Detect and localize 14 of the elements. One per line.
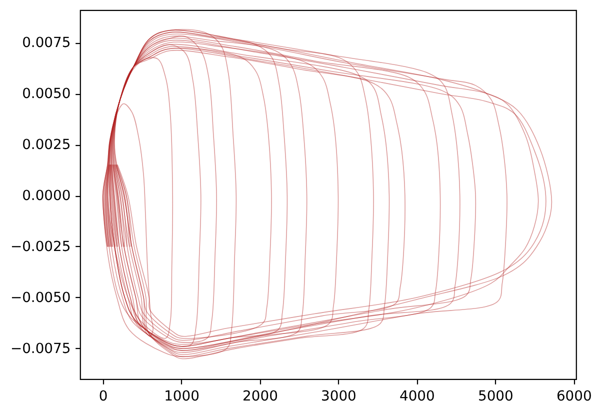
x-tick-label: 3000 — [321, 388, 356, 404]
y-tick-label: −0.0025 — [10, 238, 71, 255]
x-tick-label: 0 — [98, 388, 108, 404]
x-tick-label: 2000 — [242, 388, 278, 404]
y-tick-label: 0.0075 — [22, 35, 71, 52]
y-tick-label: 0.0025 — [22, 137, 71, 154]
y-tick-label: −0.0050 — [10, 290, 71, 306]
x-tick-label: 4000 — [400, 388, 435, 404]
y-tick-label: −0.0075 — [10, 340, 71, 357]
y-tick-label: 0.0000 — [22, 188, 71, 204]
x-tick-label: 5000 — [478, 388, 514, 404]
y-tick-label: 0.0050 — [22, 86, 71, 102]
x-tick-label: 1000 — [164, 388, 200, 404]
x-tick-label: 6000 — [556, 388, 592, 404]
